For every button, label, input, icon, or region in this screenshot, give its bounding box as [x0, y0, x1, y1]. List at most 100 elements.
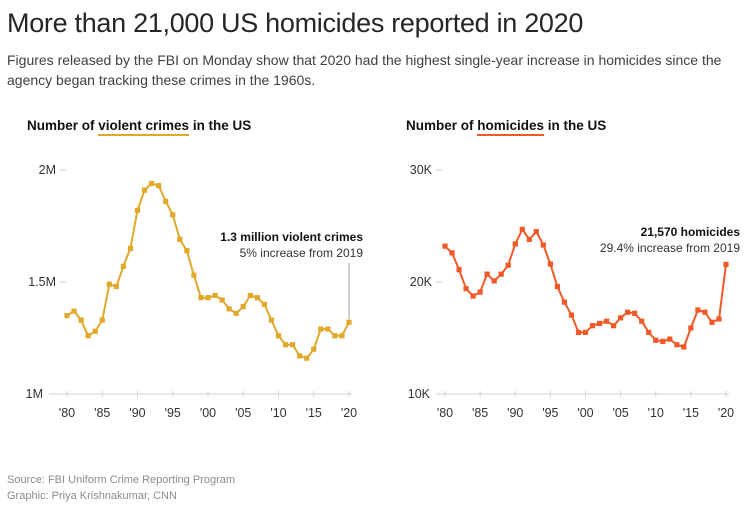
title-highlight: homicides	[477, 118, 545, 136]
violent-data-point	[127, 245, 134, 251]
homicides-data-point	[625, 309, 631, 315]
homicides-chart: 30K 20K 10K '80 '85 '90 '95 '00 '05 '10 '15 '20 21,5…	[408, 163, 741, 420]
x-tick-label: '85	[94, 406, 110, 420]
violent-data-point	[240, 304, 246, 310]
violent-data-point	[332, 333, 338, 339]
homicides-data-point	[498, 271, 504, 277]
y-tick-label: 2M	[39, 163, 56, 177]
violent-data-point	[85, 333, 91, 339]
x-tick-label: '80	[437, 406, 453, 420]
homicides-data-point	[540, 242, 546, 248]
homicides-data-point	[660, 338, 666, 344]
x-tick-label: '15	[683, 406, 699, 420]
homicides-data-point	[653, 337, 659, 343]
homicides-data-point	[554, 283, 560, 290]
homicides-data-point	[463, 286, 469, 292]
homicides-data-point	[561, 299, 568, 305]
source-credit: Source: FBI Uniform Crime Reporting Prog…	[7, 474, 236, 486]
violent-data-point	[339, 333, 345, 339]
homicides-data-point	[456, 267, 462, 273]
violent-data-point	[311, 346, 317, 352]
violent-chart-title: Number of violent crimes in the US	[27, 118, 252, 136]
homicide-chart-title: Number of homicides in the US	[406, 118, 606, 136]
headline: More than 21,000 US homicides reported i…	[7, 8, 584, 38]
violent-data-point	[120, 263, 126, 269]
annotation-title: 1.3 million violent crimes	[220, 230, 363, 244]
annotation-text: 5% increase from 2019	[240, 246, 364, 260]
y-tick-label: 30K	[410, 163, 433, 177]
x-tick-label: '90	[507, 406, 523, 420]
violent-data-point	[325, 326, 331, 332]
homicides-data-point	[477, 289, 483, 295]
violent-data-point	[290, 342, 296, 348]
graphic-credit: Graphic: Priya Krishnakumar, CNN	[7, 490, 177, 502]
violent-data-point	[297, 353, 303, 359]
y-tick-label: 10K	[408, 387, 431, 401]
homicides-data-point	[688, 325, 694, 331]
violent-data-point	[212, 292, 218, 299]
violent-data-point	[177, 236, 183, 243]
x-tick-label: '95	[542, 406, 558, 420]
homicides-data-point	[618, 315, 624, 321]
violent-data-point	[163, 198, 169, 204]
x-tick-label: '10	[270, 406, 286, 420]
y-tick-label: 1.5M	[28, 275, 56, 289]
violent-data-point	[226, 306, 232, 312]
violent-data-point	[141, 187, 148, 193]
violent-data-point	[198, 295, 204, 301]
y-tick-label: 20K	[410, 275, 433, 289]
violent-data-point	[184, 248, 190, 254]
homicides-data-point	[646, 329, 652, 335]
violent-data-point	[219, 297, 225, 303]
homicides-data-point	[505, 262, 511, 268]
homicides-data-point	[681, 344, 687, 350]
x-tick-label: '05	[612, 406, 628, 420]
violent-data-point	[268, 317, 275, 323]
homicides-data-point	[575, 329, 582, 335]
x-tick-label: '95	[165, 406, 181, 420]
subtitle: Figures released by the FBI on Monday sh…	[7, 52, 722, 88]
title-part: in the US	[189, 118, 252, 133]
x-tick-label: '10	[648, 406, 664, 420]
violent-data-point	[318, 326, 324, 332]
homicides-data-point	[470, 293, 476, 299]
homicides-data-point	[484, 271, 490, 277]
violent-data-point	[247, 292, 253, 299]
violent-data-point	[64, 313, 70, 319]
violent-data-point	[156, 183, 162, 189]
homicides-data-point	[723, 261, 729, 268]
title-part: Number of	[406, 118, 478, 133]
violent-data-point	[71, 308, 77, 314]
homicides-data-point	[695, 307, 701, 313]
violent-data-point	[304, 355, 310, 361]
violent-data-point	[275, 333, 282, 339]
homicides-data-point	[716, 316, 722, 322]
title-part: Number of	[27, 118, 99, 133]
violent-data-point	[254, 295, 260, 301]
violent-data-point	[205, 295, 211, 301]
violent-data-point	[99, 317, 105, 323]
homicides-data-point	[611, 323, 617, 329]
violent-data-point	[149, 180, 155, 187]
violent-data-point	[78, 317, 84, 323]
x-tick-label: '20	[718, 406, 734, 420]
x-tick-label: '15	[306, 406, 322, 420]
homicides-data-point	[547, 261, 553, 267]
y-tick-label: 1M	[26, 387, 43, 401]
violent-data-point	[92, 328, 98, 334]
homicides-data-point	[632, 310, 638, 316]
x-tick-label: '00	[577, 406, 593, 420]
x-tick-label: '90	[129, 406, 145, 420]
homicides-data-point	[442, 243, 448, 249]
violent-data-point	[191, 272, 197, 278]
homicides-data-point	[674, 342, 680, 348]
violent-data-point	[233, 310, 239, 316]
violent-data-point	[113, 283, 119, 290]
annotation-title: 21,570 homicides	[641, 225, 741, 239]
homicides-data-point	[568, 312, 575, 318]
homicides-data-point	[603, 318, 610, 324]
violent-crimes-chart: 2M 1.5M 1M '80 '85 '90 '95 '00 '05 '10 '15 '20 1.3 m…	[26, 163, 364, 420]
homicides-data-point	[491, 278, 497, 284]
homicides-data-point	[582, 329, 589, 335]
violent-data-point	[346, 319, 352, 325]
